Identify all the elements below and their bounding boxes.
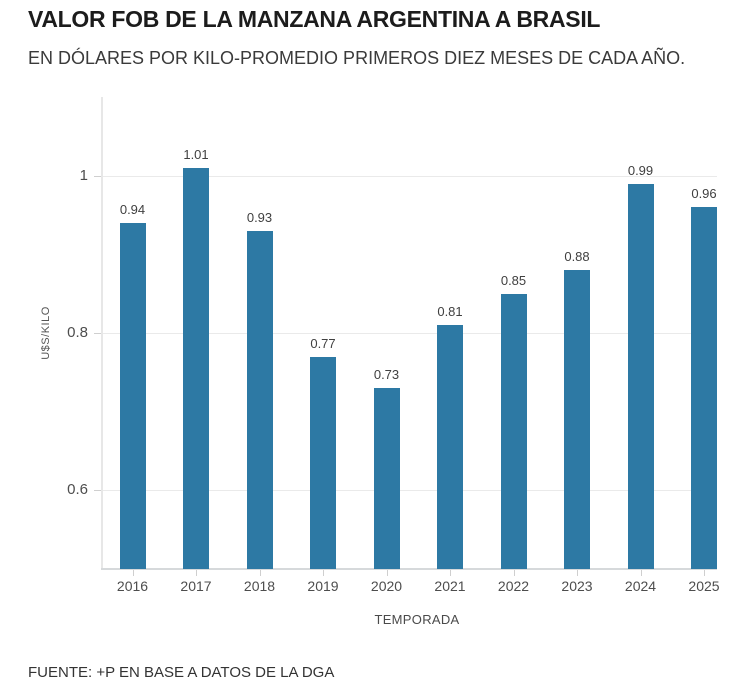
x-axis-tick <box>196 570 197 576</box>
x-tick-label: 2024 <box>624 578 657 594</box>
x-tick-label: 2018 <box>243 578 276 594</box>
x-axis-tick <box>513 570 515 576</box>
bar-value-label: 0.96 <box>691 186 717 202</box>
bar <box>691 207 717 569</box>
x-tick-label: 2022 <box>497 578 530 594</box>
x-axis-tick <box>577 570 578 576</box>
bar-value-label: 0.77 <box>310 335 336 351</box>
bar-value-label: 0.73 <box>373 367 400 383</box>
x-axis-tick <box>386 570 388 576</box>
x-tick-label: 2020 <box>370 578 403 594</box>
chart-title: VALOR FOB DE LA MANZANA ARGENTINA A BRAS… <box>28 6 601 32</box>
x-tick-label: 2023 <box>561 578 593 594</box>
bar-value-label: 0.99 <box>627 162 654 178</box>
bar <box>627 183 654 569</box>
bar <box>437 325 463 569</box>
x-axis-title: TEMPORADA <box>374 612 460 627</box>
x-tick-label: 2016 <box>116 578 149 594</box>
bar-value-label: 0.94 <box>119 201 146 217</box>
y-gridline <box>102 333 717 334</box>
bar-value-label: 0.85 <box>500 272 527 288</box>
y-axis-tick <box>94 175 103 177</box>
y-tick-label: 0.8 <box>67 324 88 341</box>
x-axis-tick <box>323 570 324 576</box>
bar <box>246 230 273 569</box>
x-axis-tick <box>640 570 642 576</box>
y-axis-tick <box>94 490 103 492</box>
bar <box>183 167 209 569</box>
x-tick-label: 2021 <box>434 578 466 594</box>
bar <box>373 388 400 569</box>
chart-subtitle: EN DÓLARES POR KILO-PROMEDIO PRIMEROS DI… <box>28 48 686 68</box>
y-axis-tick <box>94 333 103 334</box>
bar <box>500 293 527 569</box>
y-tick-label: 0.6 <box>67 481 88 499</box>
bar-value-label: 1.01 <box>183 146 209 162</box>
y-gridline <box>102 175 717 177</box>
bar <box>310 356 336 569</box>
x-axis-line <box>101 568 717 570</box>
y-axis-line <box>101 97 103 569</box>
bar-value-label: 0.93 <box>246 209 273 225</box>
source-note: FUENTE: +P EN BASE A DATOS DE LA DGA <box>28 664 335 681</box>
bar-value-label: 0.81 <box>437 304 463 320</box>
x-axis-tick <box>450 570 451 576</box>
y-tick-label: 1 <box>79 166 88 184</box>
y-gridline <box>102 490 717 492</box>
x-axis-tick <box>704 570 705 576</box>
bar <box>119 222 146 569</box>
x-axis-tick <box>132 570 134 576</box>
x-tick-label: 2017 <box>180 578 212 594</box>
bar-value-label: 0.88 <box>564 249 590 265</box>
x-tick-label: 2025 <box>688 578 720 594</box>
x-axis-tick <box>259 570 261 576</box>
x-tick-label: 2019 <box>307 578 339 594</box>
bar <box>564 270 590 569</box>
